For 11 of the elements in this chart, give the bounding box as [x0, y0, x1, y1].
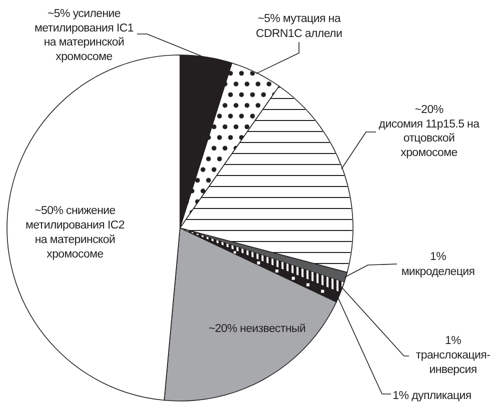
- slice-label: дисомия 11p15.5 на отцовской хромосоме: [378, 118, 480, 159]
- slice-label: ~5% усиление метилирования IC1 на материнской хромосоме: [34, 8, 134, 63]
- slice-label: ~20% неизвестный: [208, 323, 306, 335]
- slice-label: ~5% мутация на CDRN1C аллели: [256, 13, 342, 40]
- data-label: 1%: [444, 335, 462, 347]
- slice-label: ~50% снижение метилирования IC2 на материнской хромосоме: [26, 205, 124, 260]
- data-label: 1%: [430, 251, 446, 263]
- data-label: ~20%: [414, 104, 444, 116]
- slice-label: транслокация-инверсия: [416, 350, 491, 376]
- slice-label: микроделеция: [401, 266, 475, 278]
- slice-label: 1% дупликация: [392, 390, 472, 402]
